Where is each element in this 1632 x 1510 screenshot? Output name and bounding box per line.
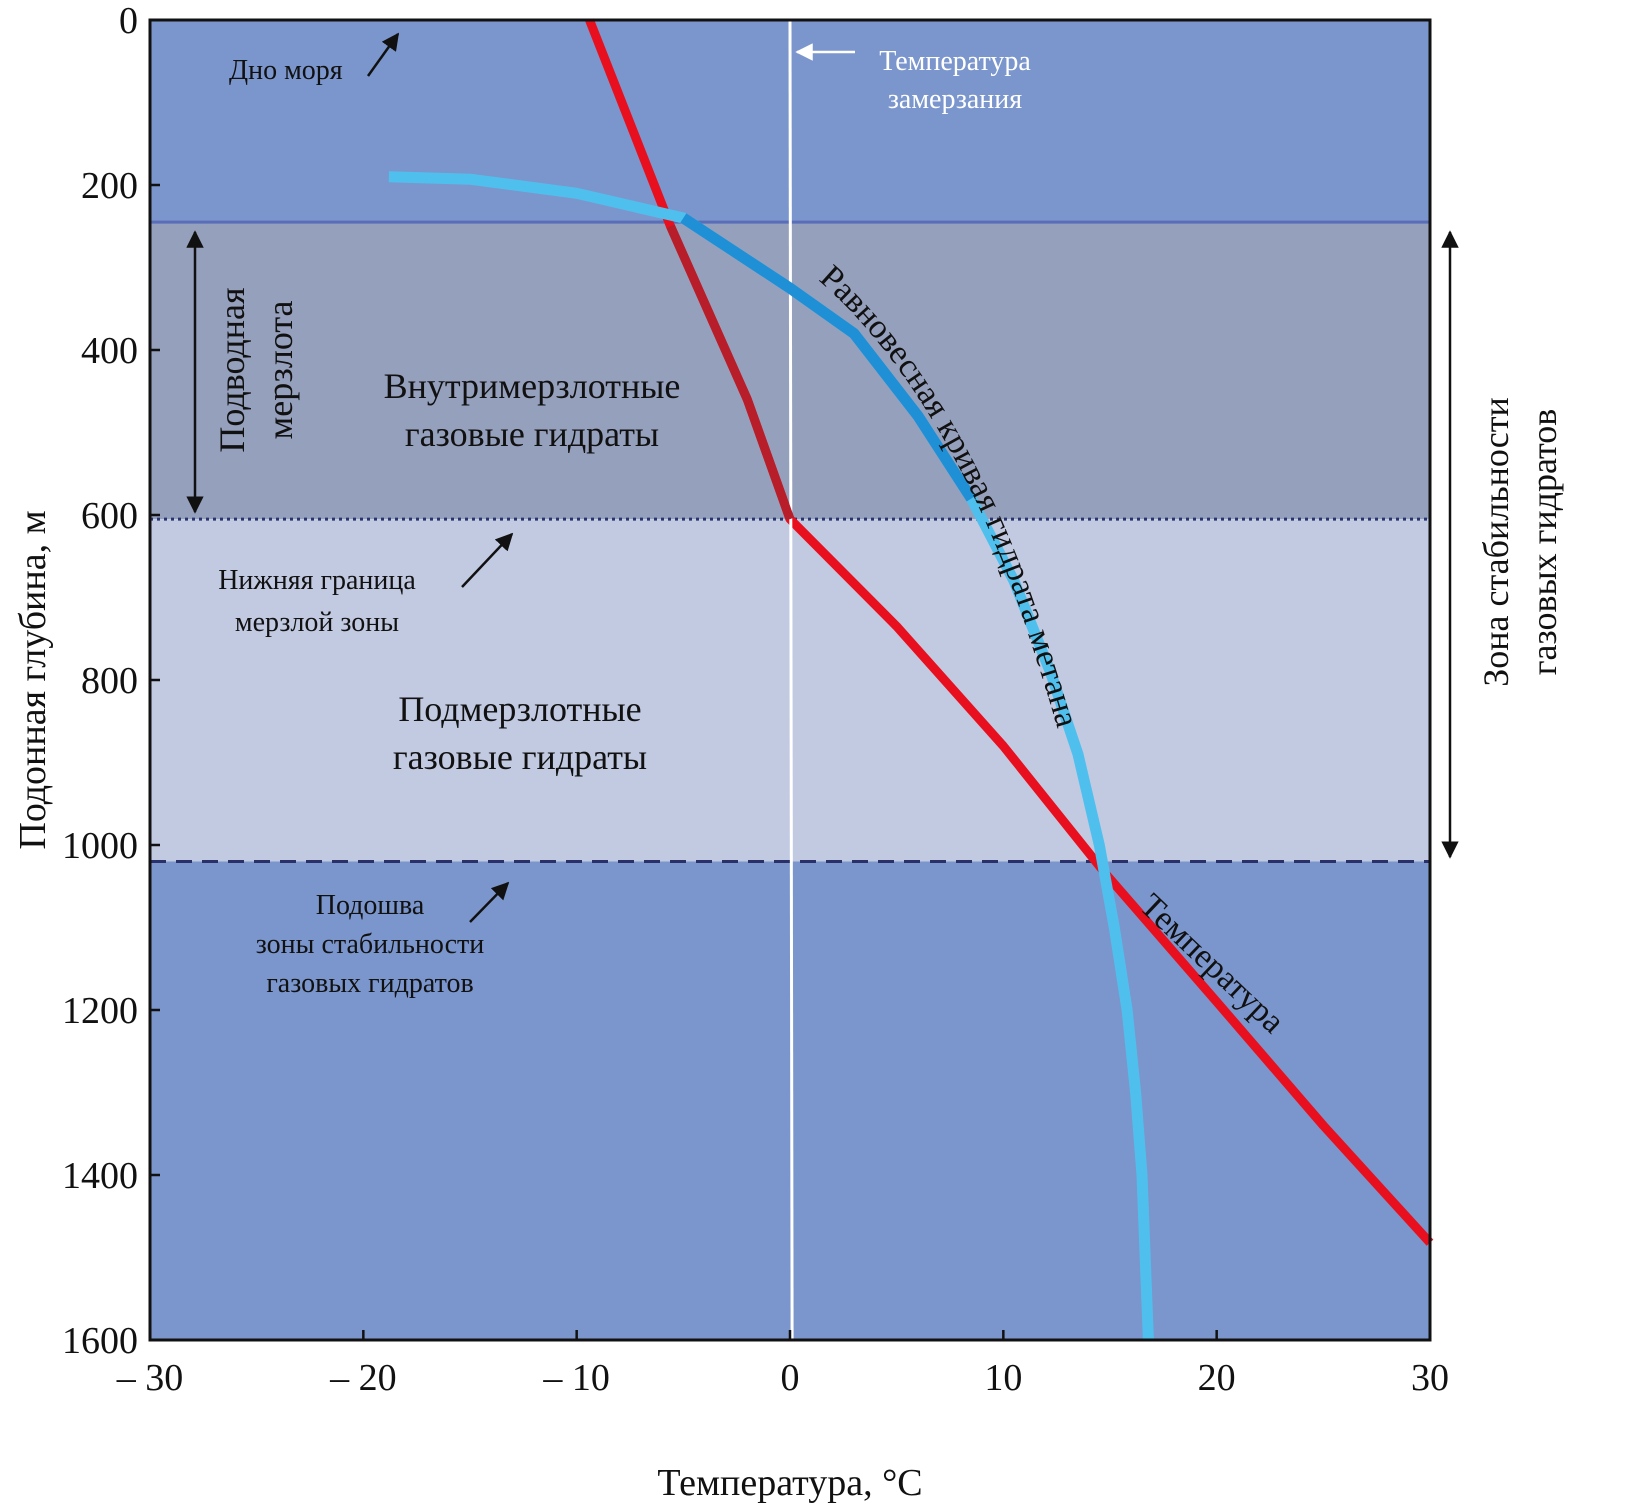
x-tick-label: 10: [984, 1357, 1022, 1399]
y-tick-label: 200: [81, 165, 138, 207]
hydrate-segment-permafrost: [680, 213, 976, 502]
lower-bound-label-1: Нижняя граница: [218, 565, 416, 596]
intra-label-1: Внутримерзлотные: [384, 366, 681, 406]
base-label-1: Подошва: [316, 890, 425, 921]
series-line-1: [388, 171, 1154, 1341]
permafrost-label-1: Подводная: [212, 287, 252, 452]
sub-label-1: Подмерзлотные: [398, 689, 641, 729]
series-layer: [388, 18, 1434, 1341]
intra-label-2: газовые гидраты: [405, 414, 659, 454]
permafrost-label-2: мерзлота: [260, 300, 300, 439]
temperature-segment-permafrost: [666, 224, 795, 521]
axis-ticks: – 30 – 20 – 10 0 10 20 30 0 200 400 600 800 1000 1200…: [62, 0, 1449, 1399]
stability-zone-label-2: газовых гидратов: [1524, 409, 1564, 676]
y-tick-label: 1000: [62, 825, 138, 867]
y-tick-label: 1600: [62, 1320, 138, 1362]
stability-zone-label-1: Зона стабильности: [1476, 397, 1516, 687]
base-label-3: газовых гидратов: [266, 968, 473, 999]
y-tick-label: 800: [81, 660, 138, 702]
x-tick-label: 0: [781, 1357, 800, 1399]
x-tick-label: – 10: [542, 1357, 610, 1399]
lower-bound-arrow: [461, 532, 514, 588]
seabed-label: Дно моря: [229, 55, 343, 86]
base-arrow: [469, 881, 510, 923]
sub-label-2: газовые гидраты: [393, 737, 647, 777]
freezing-label-2: замерзания: [888, 84, 1022, 115]
y-tick-label: 600: [81, 495, 138, 537]
y-tick-label: 0: [119, 0, 138, 42]
seabed-arrow: [366, 32, 400, 77]
y-tick-label: 400: [81, 330, 138, 372]
y-tick-label: 1400: [62, 1155, 138, 1197]
series-line-2: [788, 19, 794, 1341]
x-tick-label: – 20: [329, 1357, 397, 1399]
y-tick-label: 1200: [62, 990, 138, 1032]
x-tick-label: 30: [1411, 1357, 1449, 1399]
y-axis-title: Подонная глубина, м: [12, 510, 54, 849]
base-label-2: зоны стабильности: [256, 929, 484, 960]
x-axis-title: Температура, °C: [657, 1462, 922, 1504]
lower-bound-label-2: мерзлой зоны: [235, 607, 399, 638]
x-tick-label: – 30: [116, 1357, 184, 1399]
x-tick-label: 20: [1198, 1357, 1236, 1399]
freezing-label-1: Температура: [879, 46, 1031, 77]
